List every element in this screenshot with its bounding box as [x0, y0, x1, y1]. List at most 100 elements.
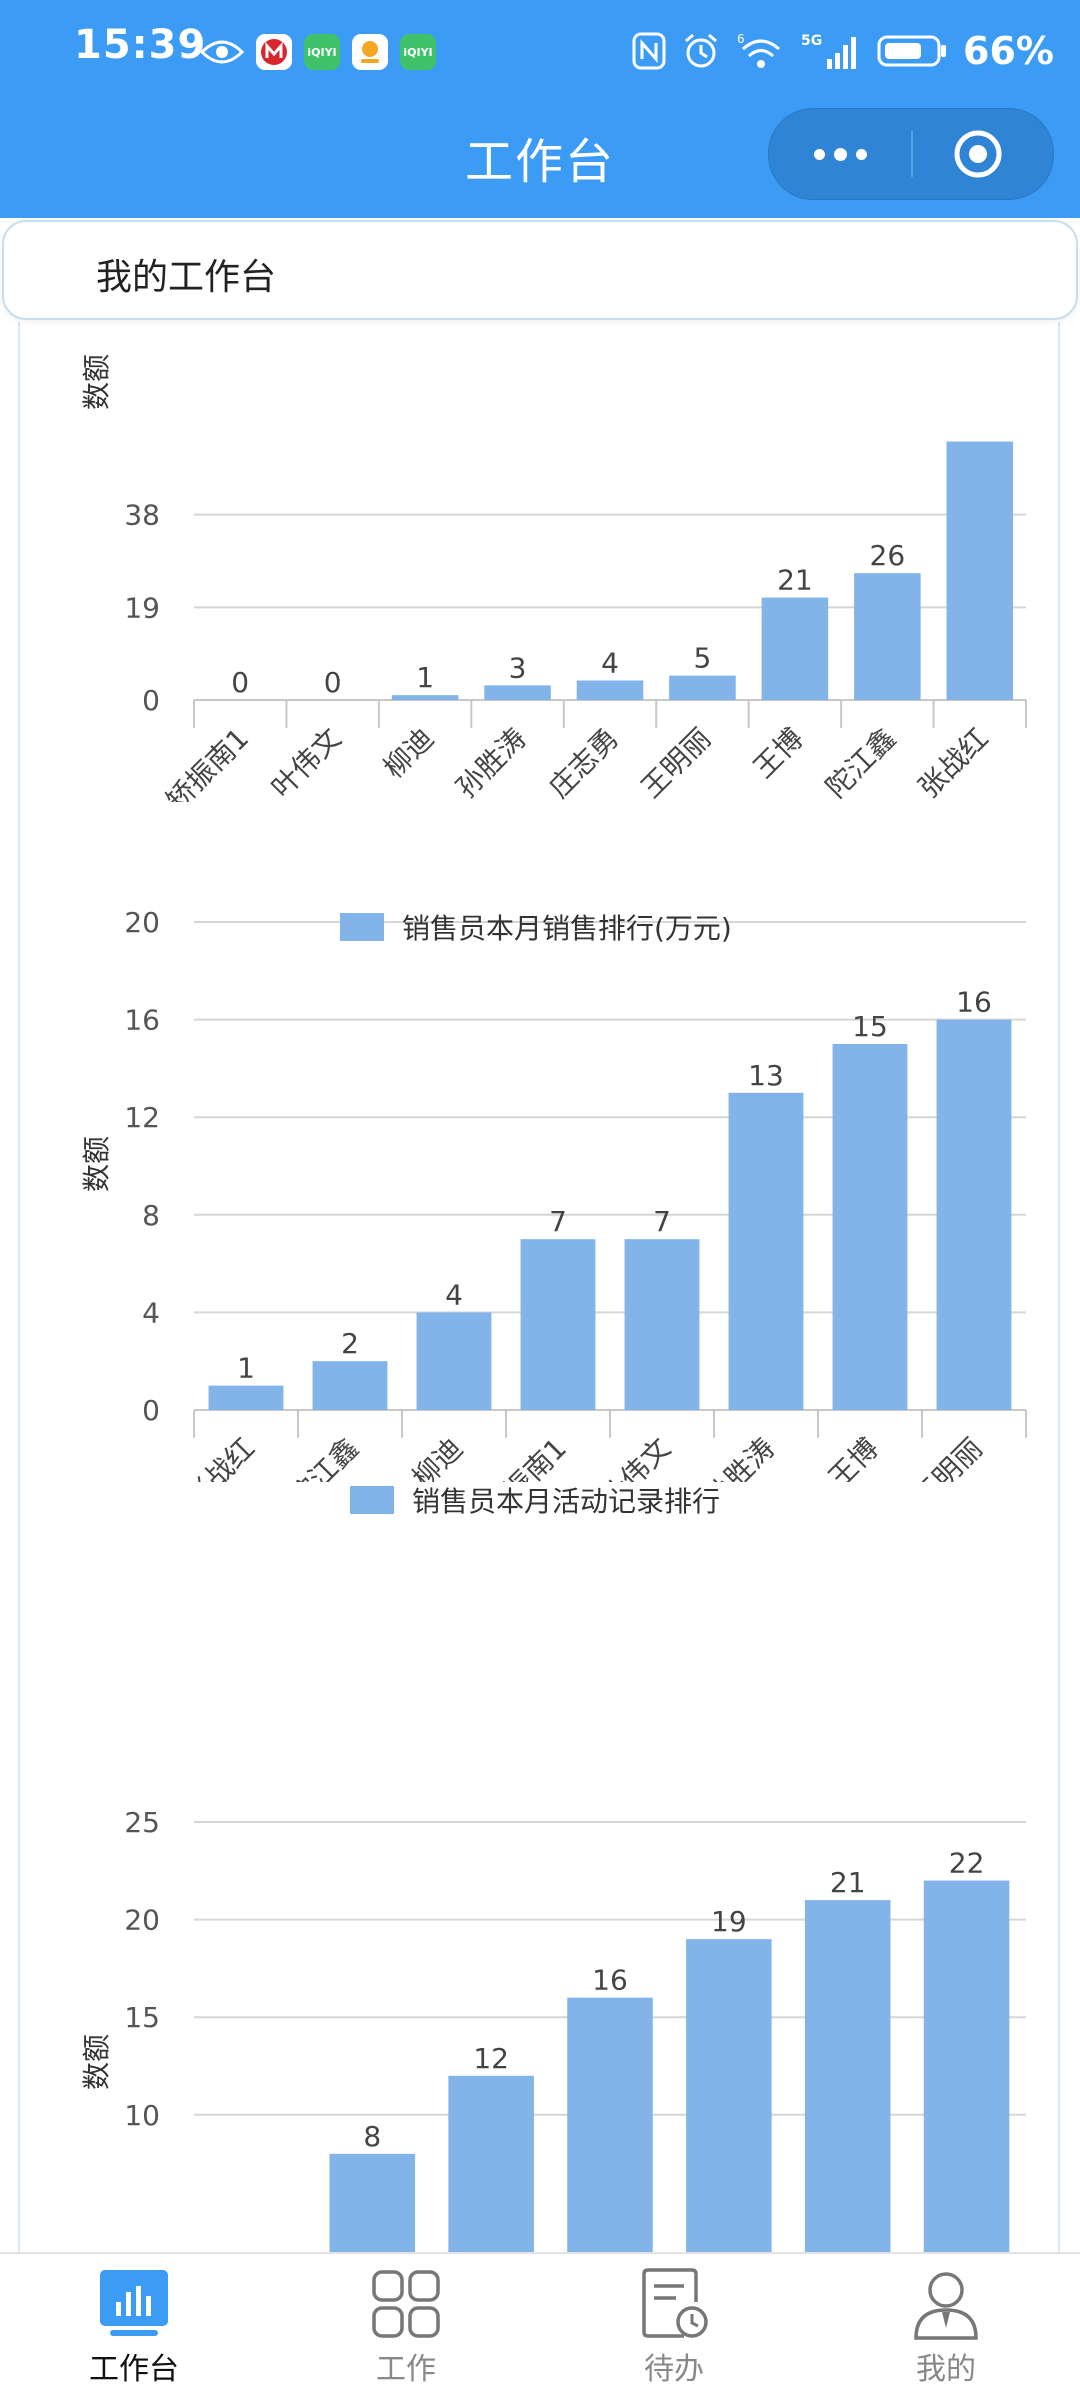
chart-bar — [946, 441, 1014, 700]
sales-ranking-chart: 0 19 38 数额 0 矫振南1 0 叶伟文 1 柳迪 3 孙胜涛 4 庄志勇 5 王明丽 21 王博 26 陀江鑫… — [20, 322, 1058, 802]
wifi-icon: 6 — [737, 32, 781, 68]
bar-value-label: 12 — [473, 2042, 509, 2075]
x-category-label: 柳迪 — [377, 722, 440, 785]
y-tick-label: 15 — [124, 2001, 160, 2034]
status-time: 15:39 — [74, 22, 207, 68]
bar-value-label: 4 — [445, 1278, 463, 1311]
more-dot-icon — [855, 148, 867, 160]
y-tick-label: 0 — [142, 1394, 160, 1427]
y-tick-label: 20 — [124, 1904, 160, 1937]
x-category-label: 张战红 — [912, 722, 995, 802]
more-dot-icon — [833, 147, 847, 161]
tab-workbench-label: 工作台 — [89, 2352, 179, 2387]
status-left-icons: iQIYI iQIYI — [200, 30, 436, 74]
y-tick-label: 0 — [142, 684, 160, 717]
orange-app-icon — [352, 34, 388, 70]
legend-swatch — [340, 913, 384, 941]
activity-ranking-chart: 0 4 8 12 16 20 数额 1 张战红 2 陀江鑫 4 柳迪 7 矫振南1 7 叶伟文 13 孙胜涛 15 王博… — [20, 862, 1058, 1482]
bar-value-label: 21 — [830, 1866, 866, 1899]
chart-bar — [484, 685, 551, 700]
bar-value-label: 1 — [237, 1352, 255, 1385]
chart-bar — [391, 695, 459, 700]
y-tick-label: 20 — [124, 906, 160, 939]
chart-bar — [936, 1019, 1012, 1410]
chart-bar — [576, 680, 644, 700]
sales-ranking-svg: 01938数额0矫振南10叶伟文1柳迪3孙胜涛4庄志勇5王明丽21王博26陀江鑫… — [80, 354, 1027, 802]
battery-icon — [877, 35, 947, 67]
chart-bar — [761, 597, 829, 700]
tab-mine[interactable]: 我的 — [856, 2266, 1036, 2396]
y-tick-label: 10 — [124, 2099, 160, 2132]
chart-bar — [208, 1385, 284, 1410]
dashboard-chart-icon — [100, 2270, 168, 2336]
y-tick-label: 38 — [124, 499, 160, 532]
x-category-label: 矫振南1 — [160, 722, 255, 802]
bar-value-label: 13 — [748, 1059, 784, 1092]
user-profile-icon — [914, 2272, 978, 2340]
chart-bar — [624, 1239, 700, 1410]
tab-workbench[interactable]: 工作台 — [44, 2266, 224, 2396]
y-tick-label: 4 — [142, 1296, 160, 1329]
eye-icon — [200, 40, 244, 64]
bar-value-label: 3 — [509, 651, 527, 684]
chart-bar — [416, 1312, 492, 1410]
y-tick-label: 16 — [124, 1004, 160, 1037]
chart-bar — [520, 1239, 596, 1410]
third-ranking-svg: 10 15 20 25 数额 8 12 16 19 21 22 — [80, 1806, 1026, 2252]
x-category-label: 柳迪 — [406, 1432, 469, 1482]
more-dot-icon — [813, 148, 825, 160]
bar-value-label: 15 — [852, 1010, 888, 1043]
tab-todo[interactable]: 待办 — [584, 2266, 764, 2396]
x-category-label: 陀江鑫 — [820, 722, 903, 802]
bar-value-label: 16 — [592, 1964, 628, 1997]
bar-value-label: 26 — [870, 539, 906, 572]
bar-value-label: 0 — [231, 666, 249, 699]
miniprogram-capsule — [768, 108, 1054, 200]
bar-value-label: 2 — [341, 1327, 359, 1360]
x-category-label: 矫振南1 — [478, 1432, 573, 1482]
alarm-icon — [685, 33, 718, 68]
metro-app-icon — [256, 34, 292, 70]
tab-work-label: 工作 — [376, 2352, 436, 2387]
bar-value-label: 4 — [601, 646, 619, 679]
tab-work[interactable]: 工作 — [316, 2266, 496, 2396]
legend-swatch — [350, 1486, 394, 1514]
chart-scroll-area[interactable]: 0 19 38 数额 0 矫振南1 0 叶伟文 1 柳迪 3 孙胜涛 4 庄志勇 5 王明丽 21 王博 26 陀江鑫… — [18, 322, 1060, 2252]
x-category-label: 孙胜涛 — [698, 1432, 781, 1482]
activity-ranking-legend-item[interactable]: 销售员本月活动记录排行 — [350, 1480, 720, 1520]
x-category-label: 孙胜涛 — [450, 722, 533, 802]
status-right-icons: 6 5G 66% — [631, 26, 1054, 76]
sales-ranking-legend-item[interactable]: 销售员本月销售排行(万元) — [340, 907, 732, 947]
chart-bar — [832, 1044, 908, 1410]
x-category-label: 张战红 — [178, 1432, 261, 1482]
chart-bar — [804, 1900, 891, 2252]
iqiyi-app-icon-2: iQIYI — [400, 34, 436, 70]
bar-value-label: 7 — [549, 1205, 567, 1238]
battery-percent: 66% — [963, 29, 1054, 73]
y-axis-title: 数额 — [80, 354, 113, 410]
chart-bar — [312, 1361, 388, 1410]
bar-value-label: 19 — [711, 1905, 747, 1938]
y-tick-label: 12 — [124, 1101, 160, 1134]
chart-bar — [567, 1997, 653, 2252]
chart-bar — [923, 1880, 1010, 2252]
bar-value-label: 0 — [324, 666, 342, 699]
bar-value-label: 8 — [363, 2120, 381, 2153]
x-category-label: 王博 — [747, 722, 810, 785]
bar-value-label: 1 — [416, 661, 434, 694]
x-category-label: 庄志勇 — [542, 722, 625, 802]
bar-value-label: 16 — [956, 986, 992, 1019]
chart-bar — [329, 2153, 416, 2252]
more-menu-button[interactable] — [769, 109, 911, 199]
chart-bar — [448, 2075, 534, 2252]
cell-signal-icon: 5G — [801, 33, 857, 69]
status-bar: 15:39 iQIYI iQIYI — [0, 0, 1080, 100]
y-tick-label: 8 — [142, 1199, 160, 1232]
close-miniprogram-button[interactable] — [953, 129, 1003, 179]
grid-apps-icon — [372, 2270, 440, 2338]
chart-bar — [728, 1092, 804, 1410]
x-category-label: 王明丽 — [635, 722, 718, 802]
workbench-title: 我的工作台 — [96, 257, 277, 298]
x-category-label: 王博 — [822, 1432, 885, 1482]
y-tick-label: 19 — [124, 591, 160, 624]
